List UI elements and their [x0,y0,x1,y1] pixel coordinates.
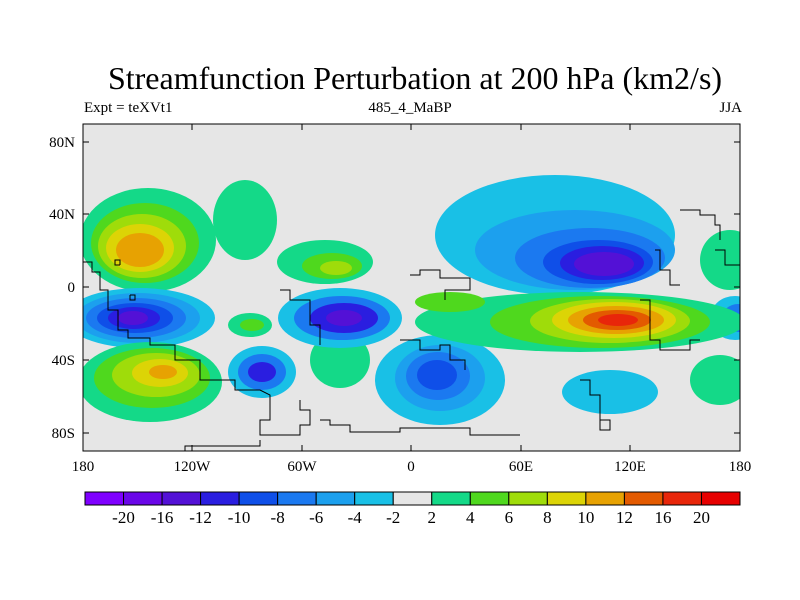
negative-anomaly-south-pacific [83,288,215,348]
colorbar-swatch [431,491,471,506]
colorbar-label: 20 [692,508,710,527]
lon-label: 180 [729,459,752,475]
colorbar-label: -10 [227,508,251,527]
lon-label: 0 [407,459,415,475]
negative-anomaly-indian-ocean [375,335,505,425]
colorbar-label: 6 [504,508,514,527]
colorbar-swatch [200,491,240,506]
colorbar-swatch [662,491,702,506]
colorbar-label: 2 [427,508,437,527]
colorbar-label: 8 [543,508,552,527]
colorbar-swatch [161,491,202,506]
axis-ticks [83,124,740,451]
positive-anomaly-north-pacific [83,188,216,292]
lon-label: 120E [614,459,646,475]
colorbar-label: 12 [615,508,633,527]
season-label: JJA [719,100,742,116]
lon-label: 60W [287,459,317,475]
map-title: Streamfunction Perturbation at 200 hPa (… [107,60,723,96]
experiment-label: Expt = teXVt1 [84,100,173,116]
colorbar-label: -8 [270,508,285,527]
colorbar-label: -4 [347,508,362,527]
lat-label: 0 [68,280,76,296]
colorbar-label: -16 [150,508,174,527]
lat-label: 40S [52,353,75,369]
colorbar-swatch [508,491,548,506]
negative-anomaly-southern-ocean [562,355,740,414]
colorbar-label: -6 [309,508,324,527]
lon-label: 120W [174,459,212,475]
contour-fields [83,175,740,425]
colorbar-label: -2 [386,508,401,527]
colorbar-swatch [469,491,510,506]
colorbar-swatch [315,491,356,506]
colorbar-swatch [84,491,125,506]
colorbar-swatch [700,491,741,506]
coastline-outlines [83,209,740,451]
colorbar-swatch [623,491,664,506]
positive-anomaly-tropical-indian-pacific [415,292,740,352]
colorbar-label: -12 [189,508,212,527]
lat-label: 40N [49,207,75,223]
negative-anomaly-asia [435,175,675,295]
lon-label: 180 [72,459,95,475]
colorbar-label: -20 [112,508,135,527]
lat-labels: 80N 40N 0 40S 80S [49,135,75,442]
lat-label: 80S [52,426,75,442]
colorbar [84,491,741,506]
colorbar-label: 10 [577,508,595,527]
colorbar-label: 16 [654,508,672,527]
colorbar-swatch [354,491,394,506]
lat-label: 80N [49,135,75,151]
run-label: 485_4_MaBP [368,100,452,116]
negative-anomaly-south-america [228,346,296,398]
lon-labels: 180 120W 60W 0 60E 120E 180 [72,459,752,475]
colorbar-swatch [123,491,163,506]
colorbar-label: 4 [466,508,475,527]
positive-anomaly-south-pacific [83,342,222,422]
negative-anomaly-south-atlantic [278,288,402,348]
colorbar-swatch [585,491,625,506]
positive-anomaly-north-america [213,180,373,284]
colorbar-swatch [546,491,587,506]
lon-label: 60E [509,459,533,475]
colorbar-swatch [277,491,317,506]
colorbar-swatch [238,491,279,506]
colorbar-swatch [392,491,433,506]
